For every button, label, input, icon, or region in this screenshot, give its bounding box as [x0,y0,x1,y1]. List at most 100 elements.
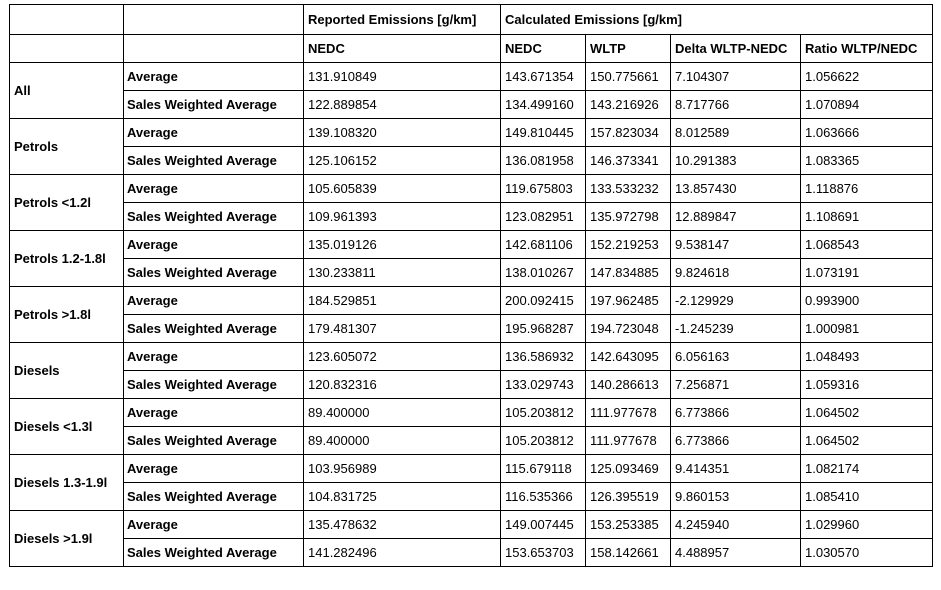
table-body: All Average 131.910849 143.671354 150.775661… [9,62,933,567]
table-row: Sales Weighted Average 89.400000 105.20381… [10,426,933,455]
emissions-table: Reported Emissions [g/km] Calculated Emi… [9,4,933,567]
calculated-nedc-cell: 195.968287 [500,314,586,343]
reported-nedc-cell: 179.481307 [303,314,501,343]
ratio-cell: 1.083365 [800,146,933,175]
header-empty-cell [123,34,304,63]
table-row: Sales Weighted Average 141.282496 153.6537… [10,538,933,567]
reported-nedc-cell: 184.529851 [303,286,501,315]
ratio-cell: 0.993900 [800,286,933,315]
delta-cell: 10.291383 [670,146,801,175]
group-label: Petrols 1.2-1.8l [9,230,124,287]
wltp-cell: 111.977678 [585,426,671,455]
table-header: Reported Emissions [g/km] Calculated Emi… [9,4,933,63]
delta-cell: -2.129929 [670,286,801,315]
table-row: Petrols >1.8l Average 184.529851 200.092415… [9,286,933,343]
table-row: Diesels <1.3l Average 89.400000 105.203812 1… [9,398,933,455]
metric-label: Sales Weighted Average [123,146,304,175]
metric-label: Average [123,230,304,259]
delta-cell: 12.889847 [670,202,801,231]
delta-cell: 6.056163 [670,342,801,371]
metric-label: Average [123,174,304,203]
column-header-calculated-nedc: NEDC [500,34,586,63]
delta-cell: 4.488957 [670,538,801,567]
delta-cell: 9.414351 [670,454,801,483]
wltp-cell: 157.823034 [585,118,671,147]
delta-cell: 9.860153 [670,482,801,511]
reported-nedc-cell: 122.889854 [303,90,501,119]
table-row: Sales Weighted Average 122.889854 134.4991… [10,90,933,119]
group-label: Petrols [9,118,124,175]
ratio-cell: 1.073191 [800,258,933,287]
metric-label: Average [123,286,304,315]
calculated-nedc-cell: 105.203812 [500,398,586,427]
reported-nedc-cell: 125.106152 [303,146,501,175]
reported-nedc-cell: 139.108320 [303,118,501,147]
group-label: Petrols <1.2l [9,174,124,231]
header-calculated-emissions: Calculated Emissions [g/km] [500,4,933,35]
ratio-cell: 1.064502 [800,398,933,427]
ratio-cell: 1.108691 [800,202,933,231]
reported-nedc-cell: 109.961393 [303,202,501,231]
delta-cell: 9.538147 [670,230,801,259]
calculated-nedc-cell: 149.007445 [500,510,586,539]
reported-nedc-cell: 130.233811 [303,258,501,287]
ratio-cell: 1.085410 [800,482,933,511]
calculated-nedc-cell: 115.679118 [500,454,586,483]
table-row: Petrols <1.2l Average 105.605839 119.675803… [9,174,933,231]
calculated-nedc-cell: 142.681106 [500,230,586,259]
header-empty-cell [9,34,124,63]
calculated-nedc-cell: 119.675803 [500,174,586,203]
metric-label: Sales Weighted Average [123,258,304,287]
calculated-nedc-cell: 123.082951 [500,202,586,231]
reported-nedc-cell: 141.282496 [303,538,501,567]
metric-label: Sales Weighted Average [123,482,304,511]
table-row: Petrols Average 139.108320 149.810445 157.82… [9,118,933,175]
wltp-cell: 147.834885 [585,258,671,287]
metric-label: Average [123,510,304,539]
metric-label: Sales Weighted Average [123,90,304,119]
header-empty-cell [9,4,124,35]
wltp-cell: 146.373341 [585,146,671,175]
metric-label: Sales Weighted Average [123,426,304,455]
column-header-reported-nedc: NEDC [303,34,501,63]
delta-cell: 4.245940 [670,510,801,539]
reported-nedc-cell: 104.831725 [303,482,501,511]
calculated-nedc-cell: 136.586932 [500,342,586,371]
metric-label: Sales Weighted Average [123,538,304,567]
metric-label: Sales Weighted Average [123,202,304,231]
calculated-nedc-cell: 105.203812 [500,426,586,455]
table-row: Sales Weighted Average 120.832316 133.0297… [10,370,933,399]
table-row: Diesels 1.3-1.9l Average 103.956989 115.679… [9,454,933,511]
column-header-ratio: Ratio WLTP/NEDC [800,34,933,63]
table-row: All Average 131.910849 143.671354 150.775661… [9,62,933,119]
header-row-columns: NEDC NEDC WLTP Delta WLTP-NEDC Ratio WLT… [9,34,933,63]
reported-nedc-cell: 135.478632 [303,510,501,539]
table-row: Sales Weighted Average 109.961393 123.0829… [10,202,933,231]
ratio-cell: 1.064502 [800,426,933,455]
group-label: Diesels 1.3-1.9l [9,454,124,511]
delta-cell: 8.012589 [670,118,801,147]
ratio-cell: 1.059316 [800,370,933,399]
wltp-cell: 111.977678 [585,398,671,427]
group-label: Diesels >1.9l [9,510,124,567]
ratio-cell: 1.068543 [800,230,933,259]
header-empty-cell [123,4,304,35]
wltp-cell: 142.643095 [585,342,671,371]
metric-label: Average [123,398,304,427]
reported-nedc-cell: 103.956989 [303,454,501,483]
calculated-nedc-cell: 200.092415 [500,286,586,315]
delta-cell: 6.773866 [670,398,801,427]
table-row: Petrols 1.2-1.8l Average 135.019126 142.681… [9,230,933,287]
column-header-wltp: WLTP [585,34,671,63]
delta-cell: 9.824618 [670,258,801,287]
wltp-cell: 194.723048 [585,314,671,343]
reported-nedc-cell: 120.832316 [303,370,501,399]
delta-cell: -1.245239 [670,314,801,343]
reported-nedc-cell: 105.605839 [303,174,501,203]
calculated-nedc-cell: 149.810445 [500,118,586,147]
wltp-cell: 126.395519 [585,482,671,511]
wltp-cell: 143.216926 [585,90,671,119]
table-row: Sales Weighted Average 179.481307 195.9682… [10,314,933,343]
ratio-cell: 1.070894 [800,90,933,119]
wltp-cell: 133.533232 [585,174,671,203]
